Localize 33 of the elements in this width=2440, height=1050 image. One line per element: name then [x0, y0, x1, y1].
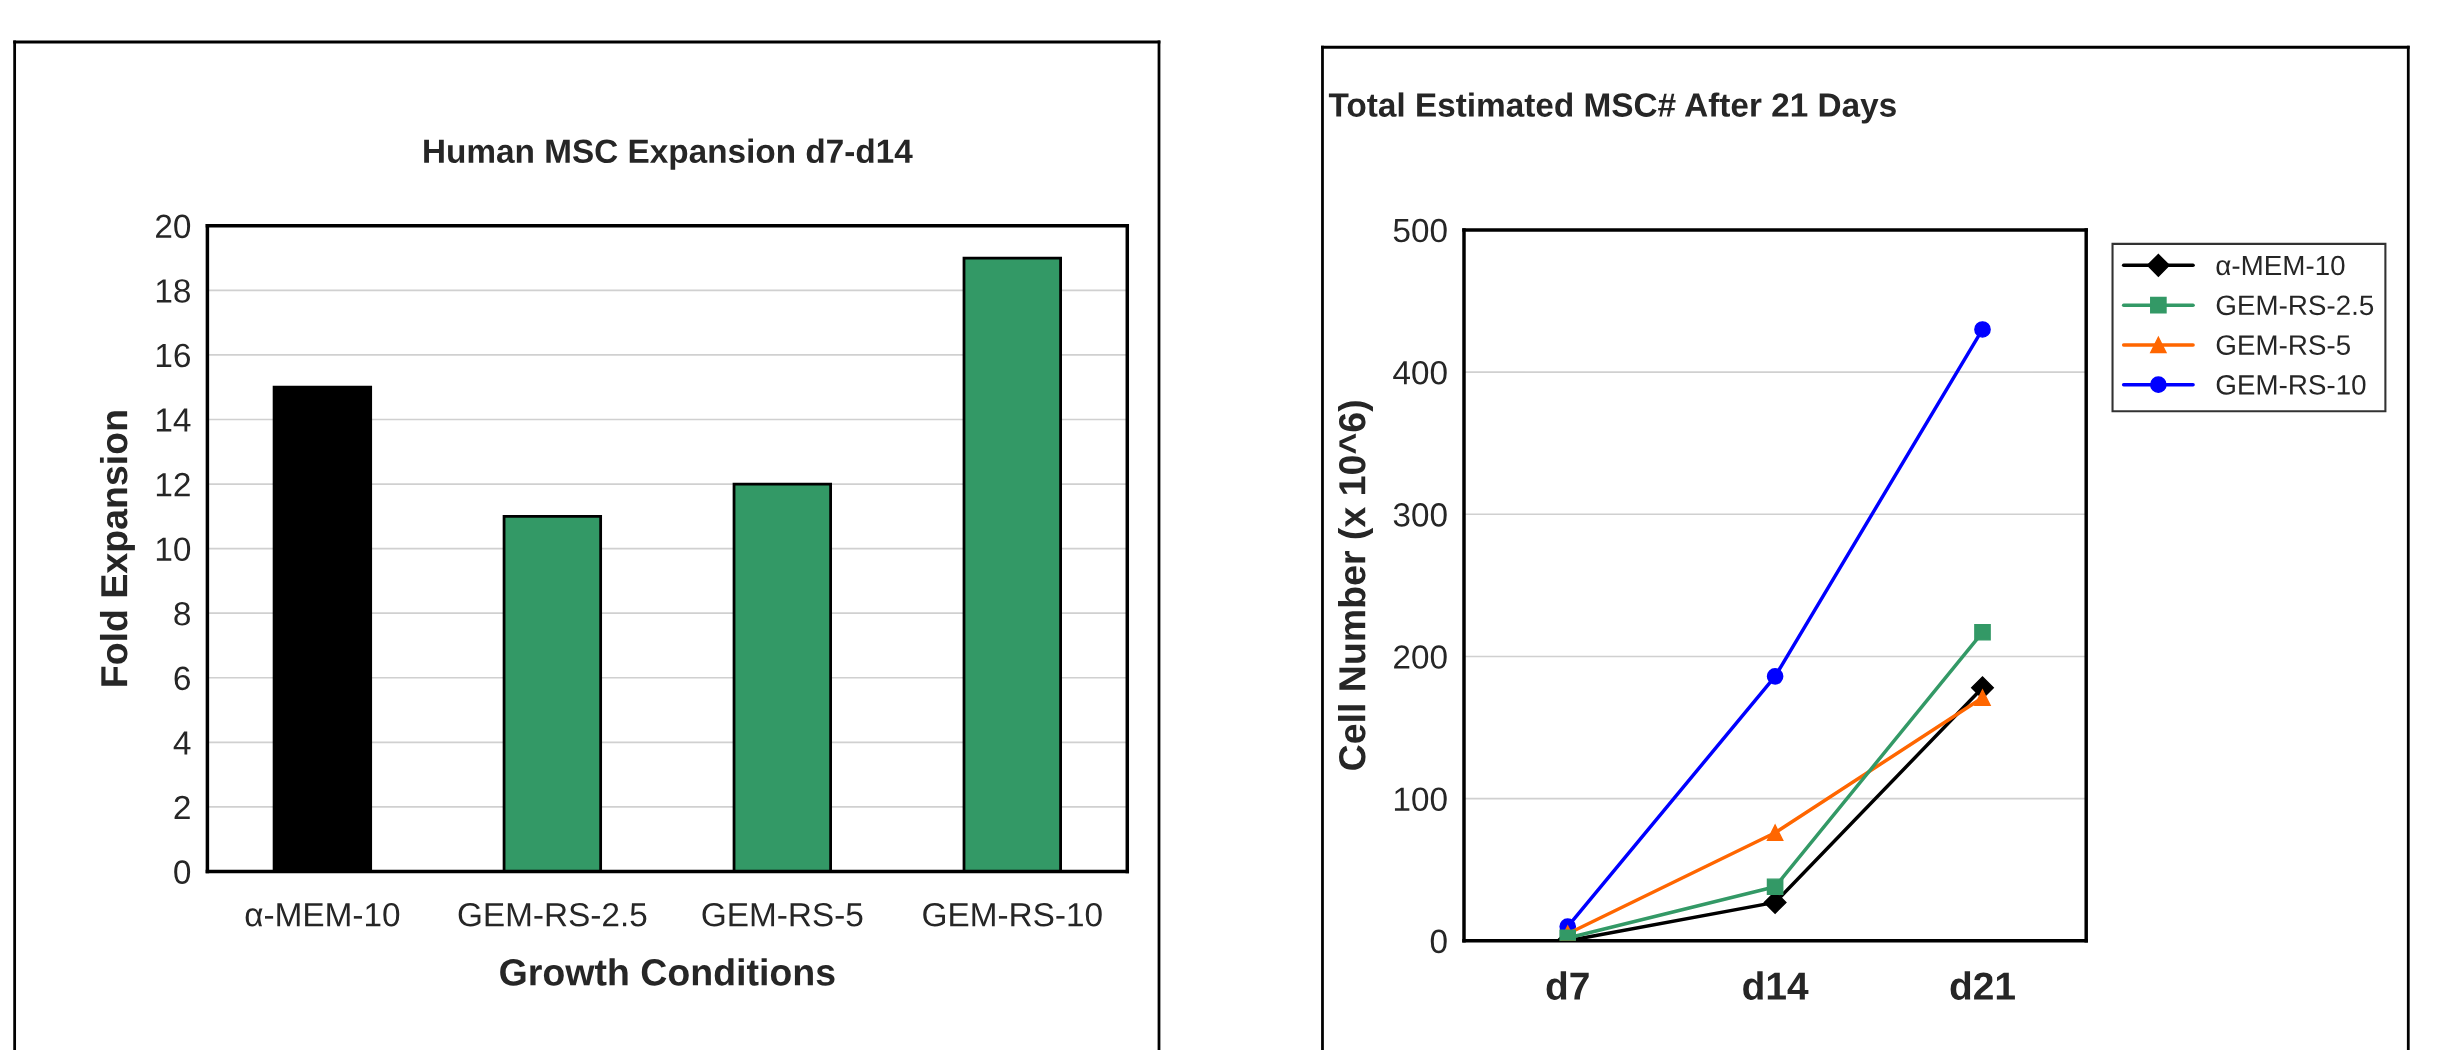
- x-tick-label: d21: [1950, 971, 2015, 1000]
- y-axis-title: Cell Number (x 10^6): [1338, 401, 1373, 770]
- y-tick-label: 20: [156, 214, 191, 239]
- x-tick-label: d14: [1743, 971, 1809, 1000]
- y-tick-label: 8: [174, 602, 190, 626]
- legend-label: α-MEM-10: [2216, 255, 2345, 276]
- y-tick-label: 16: [156, 343, 190, 368]
- y-tick-label: 6: [174, 666, 190, 691]
- x-axis-title: Growth Conditions: [500, 958, 835, 986]
- y-axis-title: Fold Expansion: [99, 411, 135, 686]
- y-tick-label: 100: [1394, 787, 1447, 812]
- x-tick-label: d7: [1546, 971, 1589, 1000]
- x-tick-label: α-MEM-10: [245, 902, 400, 927]
- y-tick-label: 18: [156, 279, 190, 303]
- y-tick-label: 2: [174, 795, 190, 819]
- legend-label: GEM-RS-10: [2216, 375, 2366, 395]
- y-tick-label: 12: [156, 472, 190, 497]
- y-tick-label: 500: [1393, 218, 1447, 243]
- x-tick-label: GEM-RS-5: [702, 902, 863, 927]
- y-tick-label: 0: [174, 860, 191, 884]
- y-tick-label: 400: [1393, 360, 1447, 385]
- y-tick-label: 0: [1430, 929, 1447, 954]
- y-tick-label: 300: [1393, 503, 1447, 527]
- legend-label: GEM-RS-2.5: [2216, 295, 2374, 316]
- y-tick-label: 10: [156, 537, 191, 562]
- x-tick-label: GEM-RS-2.5: [458, 902, 647, 927]
- y-tick-label: 4: [173, 731, 191, 755]
- chart-title: Human MSC Expansion d7-d14: [424, 138, 913, 170]
- x-tick-label: GEM-RS-10: [923, 902, 1102, 927]
- y-tick-label: 200: [1394, 645, 1447, 669]
- legend-label: GEM-RS-5: [2216, 335, 2350, 355]
- y-tick-label: 14: [156, 408, 191, 432]
- chart-title: Total Estimated MSC# After 21 Days: [1328, 92, 1896, 124]
